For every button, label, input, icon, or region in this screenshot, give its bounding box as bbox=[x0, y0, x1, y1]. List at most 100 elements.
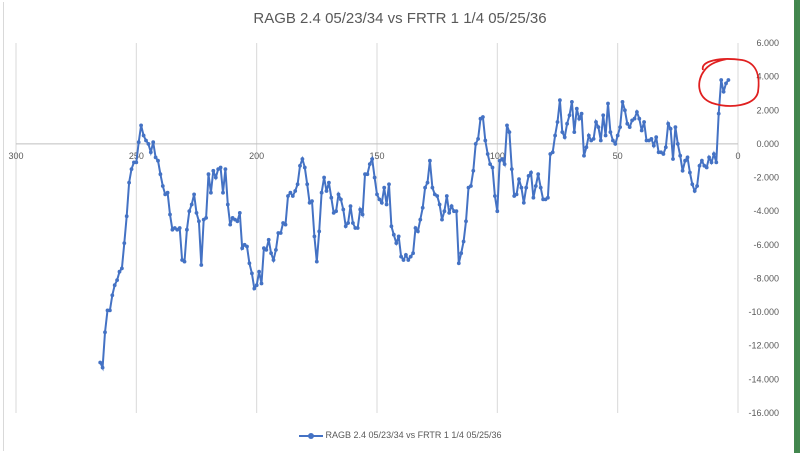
data-point bbox=[483, 138, 488, 143]
y-tick-label: 0.000 bbox=[756, 139, 779, 149]
data-point bbox=[324, 189, 329, 193]
data-point bbox=[673, 125, 678, 129]
data-point bbox=[726, 78, 731, 82]
data-point bbox=[168, 212, 172, 217]
data-point bbox=[158, 172, 163, 177]
data-point bbox=[319, 190, 324, 195]
data-point bbox=[156, 158, 160, 163]
data-point bbox=[387, 182, 391, 187]
data-point bbox=[507, 130, 512, 135]
chart-title: RAGB 2.4 05/23/34 vs FRTR 1 1/4 05/25/36 bbox=[253, 10, 547, 27]
data-point bbox=[394, 241, 399, 246]
data-point bbox=[124, 214, 129, 219]
x-tick-label: 100 bbox=[490, 151, 505, 161]
x-tick-label: 300 bbox=[8, 151, 23, 161]
data-point bbox=[228, 222, 233, 227]
data-point bbox=[305, 182, 310, 187]
grid-lines bbox=[15, 43, 739, 413]
data-point bbox=[120, 266, 124, 271]
y-tick-label: -4.000 bbox=[753, 206, 779, 216]
data-point bbox=[584, 145, 589, 150]
data-point bbox=[553, 133, 557, 138]
data-point bbox=[721, 89, 726, 94]
data-point bbox=[695, 184, 699, 188]
x-axis: 300 250 200 150 100 50 0 bbox=[8, 143, 741, 161]
data-point bbox=[211, 168, 216, 173]
data-point bbox=[204, 216, 209, 220]
data-point bbox=[416, 229, 420, 234]
data-point bbox=[375, 192, 379, 197]
data-point bbox=[283, 222, 288, 227]
data-point bbox=[454, 209, 459, 214]
data-point bbox=[141, 133, 146, 138]
x-tick-label: 0 bbox=[735, 151, 740, 161]
data-point bbox=[579, 111, 584, 116]
data-point bbox=[558, 98, 562, 103]
data-point bbox=[473, 142, 478, 146]
data-point bbox=[404, 253, 408, 257]
data-point bbox=[642, 120, 646, 124]
legend-label: RAGB 2.4 05/23/34 vs FRTR 1 1/4 05/25/36 bbox=[325, 430, 502, 440]
data-point bbox=[591, 137, 596, 141]
data-point bbox=[209, 190, 213, 195]
data-point bbox=[555, 120, 560, 124]
data-point bbox=[266, 237, 271, 242]
data-point bbox=[290, 194, 295, 198]
data-point bbox=[521, 200, 526, 205]
data-point bbox=[312, 234, 317, 239]
y-tick-label: -8.000 bbox=[753, 273, 779, 283]
data-point bbox=[651, 143, 656, 148]
data-point bbox=[500, 157, 504, 161]
data-point bbox=[254, 283, 259, 288]
data-point bbox=[574, 106, 579, 111]
hand-drawn-circle-annotation bbox=[698, 58, 760, 107]
data-point bbox=[714, 160, 719, 165]
x-tick-label: 200 bbox=[249, 151, 264, 161]
data-point bbox=[377, 197, 382, 202]
data-point bbox=[565, 121, 569, 126]
data-point bbox=[570, 100, 574, 104]
data-point bbox=[293, 189, 298, 193]
data-point bbox=[613, 142, 618, 146]
data-point bbox=[550, 150, 555, 155]
data-point bbox=[654, 135, 659, 140]
data-point bbox=[100, 365, 105, 370]
data-point bbox=[127, 180, 131, 185]
data-point bbox=[632, 116, 637, 121]
data-point bbox=[389, 224, 394, 229]
series-line bbox=[99, 79, 730, 372]
legend-swatch bbox=[298, 432, 323, 440]
data-point bbox=[437, 202, 442, 207]
data-point bbox=[420, 205, 425, 210]
data-point bbox=[379, 200, 384, 205]
data-point bbox=[594, 120, 598, 124]
data-point bbox=[327, 180, 331, 185]
data-point bbox=[685, 155, 690, 160]
data-point bbox=[108, 308, 112, 313]
data-point bbox=[712, 152, 716, 156]
data-point bbox=[490, 165, 495, 170]
data-point bbox=[572, 130, 577, 135]
data-point bbox=[223, 167, 228, 172]
data-point bbox=[495, 209, 500, 214]
data-point bbox=[165, 190, 170, 195]
data-point bbox=[690, 182, 695, 187]
data-point bbox=[189, 202, 194, 207]
data-point bbox=[240, 246, 245, 251]
data-point bbox=[115, 278, 119, 282]
data-point bbox=[567, 113, 572, 118]
data-point bbox=[531, 195, 536, 200]
data-point bbox=[187, 209, 192, 214]
data-point bbox=[598, 138, 603, 143]
x-tick-label: 50 bbox=[613, 151, 623, 161]
data-point bbox=[322, 175, 326, 180]
data-point bbox=[447, 211, 452, 215]
data-point bbox=[146, 142, 151, 146]
data-point bbox=[675, 142, 680, 146]
data-point bbox=[401, 258, 406, 262]
data-point bbox=[298, 163, 302, 168]
data-point bbox=[351, 221, 355, 225]
data-point bbox=[671, 157, 675, 161]
data-point bbox=[481, 115, 485, 119]
